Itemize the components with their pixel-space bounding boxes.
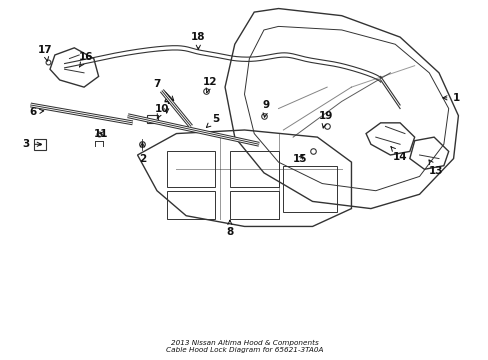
- Text: 8: 8: [226, 220, 233, 237]
- Bar: [34, 139, 46, 150]
- Text: 10: 10: [154, 104, 169, 119]
- Text: 15: 15: [293, 154, 307, 163]
- Text: 6: 6: [29, 107, 43, 117]
- Text: 18: 18: [191, 32, 205, 49]
- Text: 7: 7: [153, 78, 173, 100]
- Text: 2: 2: [139, 143, 146, 163]
- Text: 2013 Nissan Altima Hood & Components
Cable Hood Lock Diagram for 65621-3TA0A: 2013 Nissan Altima Hood & Components Cab…: [165, 340, 323, 353]
- Text: 12: 12: [203, 77, 217, 93]
- Text: 1: 1: [442, 93, 459, 103]
- Text: 16: 16: [79, 52, 94, 67]
- Text: 3: 3: [22, 139, 41, 149]
- Text: 13: 13: [428, 160, 443, 176]
- Text: 9: 9: [262, 100, 269, 117]
- Text: 17: 17: [38, 45, 52, 61]
- Text: 4: 4: [163, 96, 170, 113]
- Text: 5: 5: [206, 114, 219, 127]
- Bar: [147, 115, 158, 123]
- Text: 11: 11: [94, 129, 108, 139]
- Text: 14: 14: [390, 147, 407, 162]
- Text: 19: 19: [318, 111, 333, 128]
